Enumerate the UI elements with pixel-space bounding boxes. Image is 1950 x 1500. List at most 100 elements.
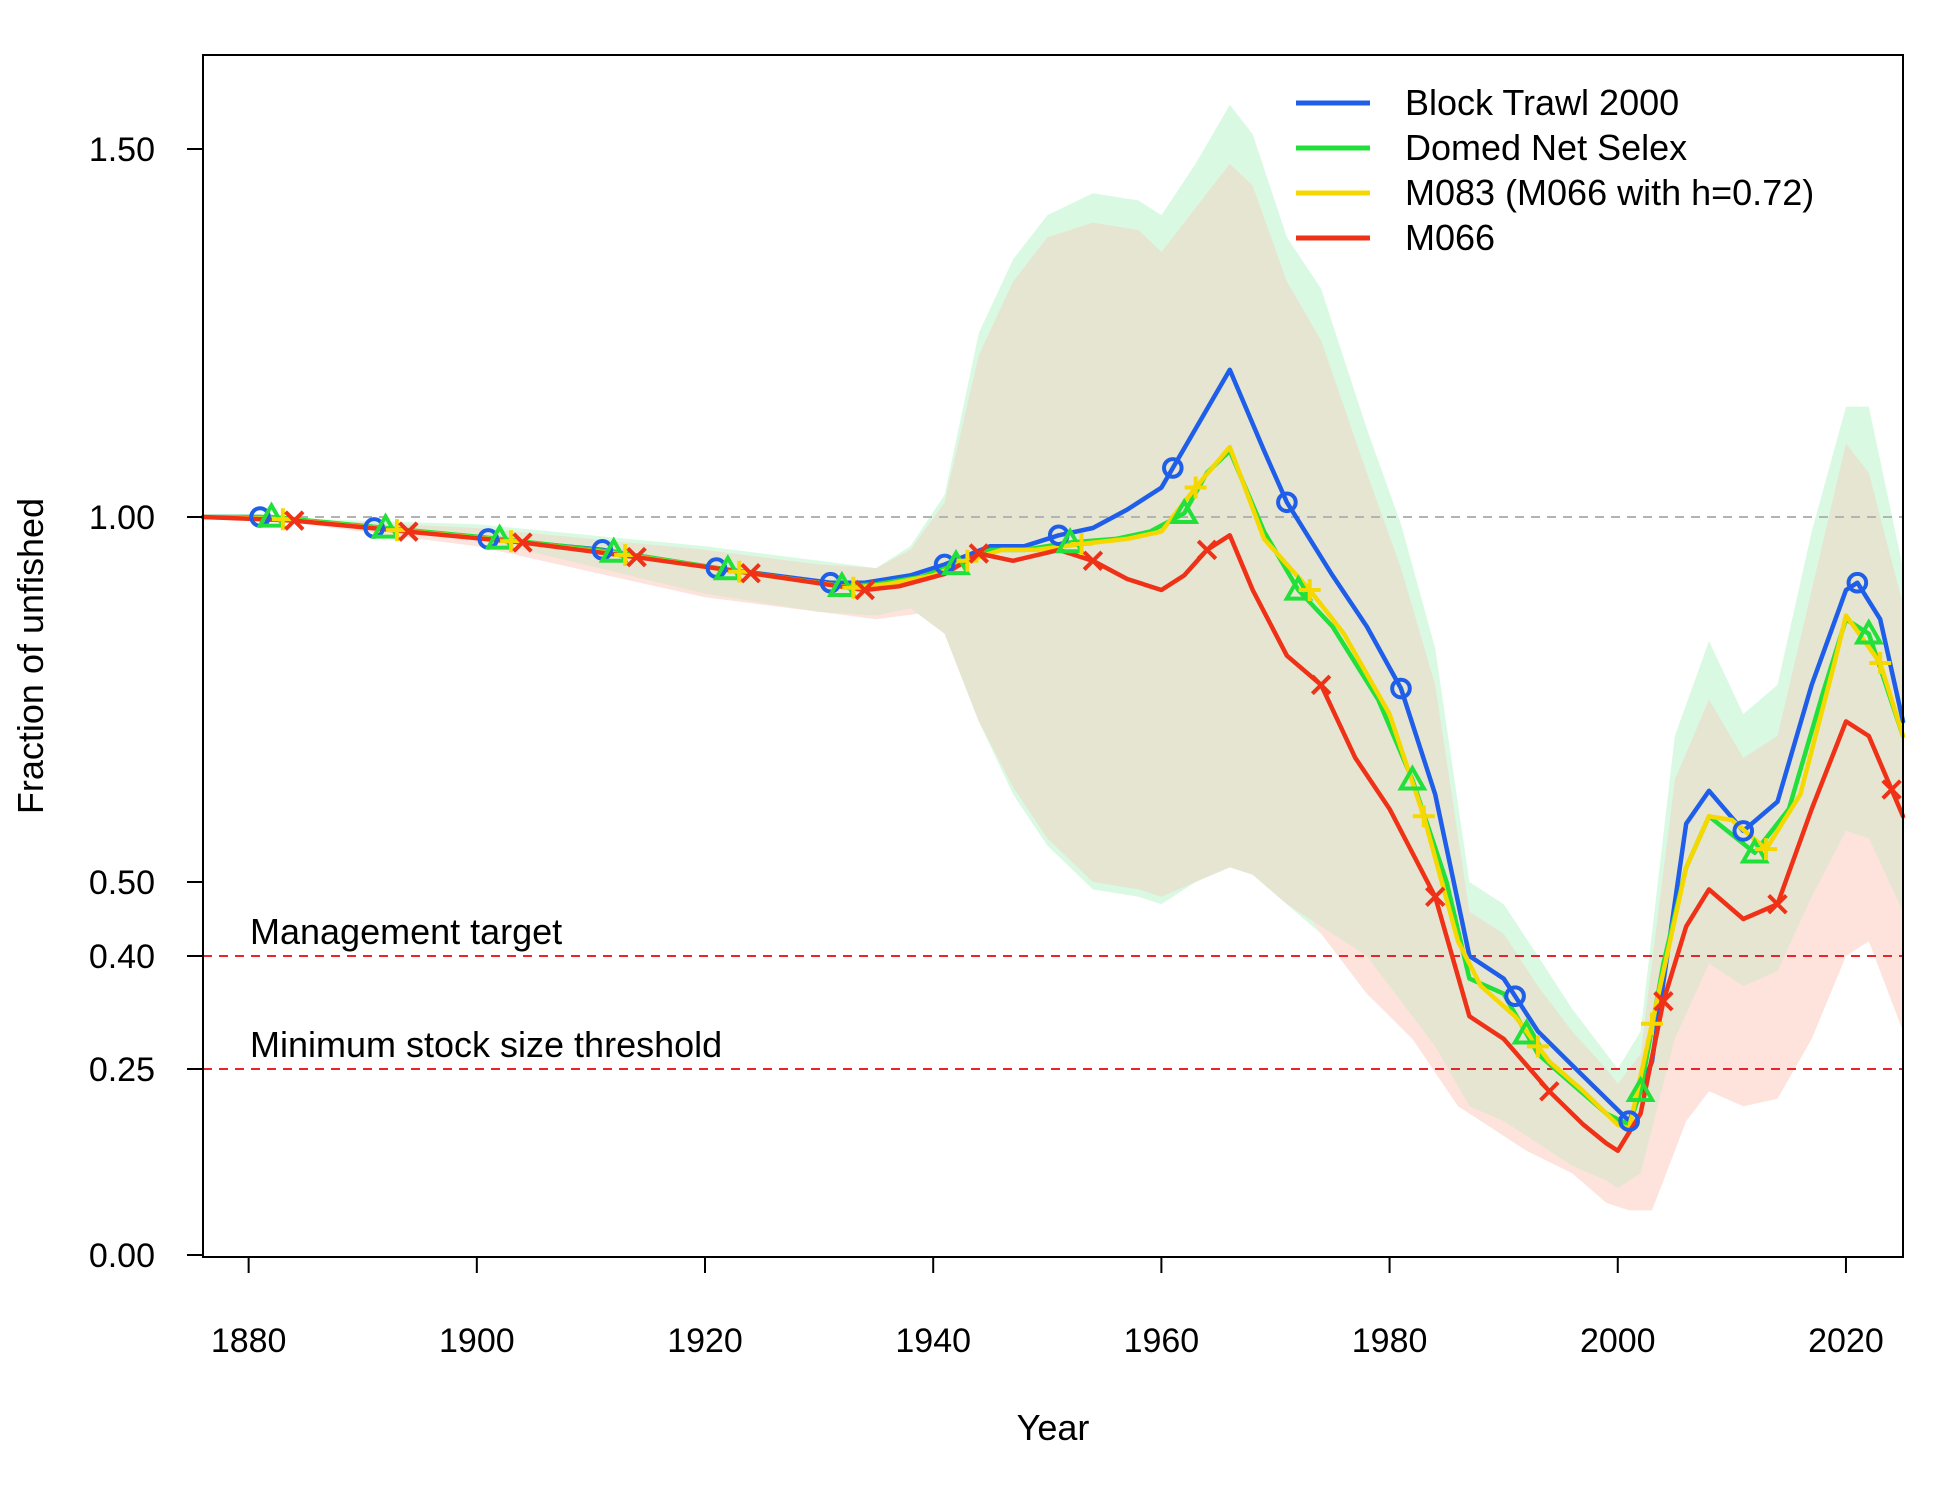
- x-tick-label-1900: 1900: [439, 1322, 515, 1360]
- m066-marker-1994: [1539, 1081, 1560, 1102]
- m083-m066-with-h-0-72-marker-2013-shape: [1755, 838, 1778, 861]
- y-axis-title: Fraction of unfished: [10, 498, 51, 814]
- block-trawl-2000-legend-label: Block Trawl 2000: [1405, 82, 1679, 123]
- block-trawl-2000-marker-1991: [1504, 985, 1526, 1007]
- x-axis-title: Year: [1017, 1407, 1090, 1448]
- m083-m066-with-h-0-72-marker-1993: [1526, 1035, 1549, 1058]
- m066-marker-2024-shape: [1881, 779, 1902, 800]
- m066-marker-1904-shape: [512, 532, 533, 553]
- m083-m066-with-h-0-72-marker-1973-shape: [1298, 579, 1321, 601]
- x-tick-label-2020: 2020: [1808, 1322, 1884, 1360]
- domed-net-selex-marker-1932: [826, 570, 857, 598]
- domed-net-selex-marker-2012: [1739, 837, 1770, 864]
- m083-m066-with-h-0-72-marker-2023-shape: [1869, 652, 1892, 674]
- m066-marker-1994-shape: [1539, 1081, 1560, 1102]
- m066-marker-1964-shape: [1196, 539, 1218, 561]
- domed-net-selex-marker-1942-shape: [941, 548, 972, 576]
- domed-net-selex-marker-1962-shape: [1169, 497, 1200, 524]
- domed-net-selex-marker-1912: [598, 536, 629, 563]
- x-tick-label-2000: 2000: [1580, 1322, 1656, 1360]
- domed-net-selex-marker-1892-shape: [370, 512, 401, 539]
- domed-net-selex-marker-1902: [484, 523, 515, 550]
- x-tick-label-1940: 1940: [895, 1322, 971, 1360]
- block-trawl-2000-marker-2011: [1732, 820, 1755, 842]
- domed-net-selex-marker-1982: [1397, 764, 1428, 791]
- block-trawl-2000-marker-1961: [1161, 457, 1184, 479]
- m066-legend-label: M066: [1405, 217, 1495, 258]
- m066-marker-2004: [1653, 990, 1674, 1012]
- x-tick-label-1980: 1980: [1352, 1322, 1428, 1360]
- domed-net-selex-marker-1892: [370, 512, 401, 539]
- m066-marker-1984: [1424, 886, 1446, 908]
- m083-m066-with-h-0-72-marker-1943: [956, 549, 979, 572]
- m066-marker-1954-shape: [1082, 550, 1104, 572]
- domed-net-selex-marker-1952-shape: [1055, 526, 1086, 554]
- domed-net-selex-legend-label: Domed Net Selex: [1405, 127, 1687, 168]
- block-trawl-2000-marker-1971-shape: [1276, 491, 1298, 514]
- domed-net-selex-marker-2012-shape: [1739, 837, 1770, 864]
- m066-line: [200, 514, 1906, 1154]
- m066-marker-2024: [1881, 779, 1902, 800]
- m066-marker-1924-shape: [740, 562, 761, 584]
- overlap-interval-band: [203, 163, 1903, 1189]
- series-markers: [249, 457, 1902, 1132]
- m083-m066-with-h-0-72-marker-1963-shape: [1184, 476, 1207, 499]
- domed-net-selex-marker-1982-shape: [1397, 764, 1428, 791]
- target-label: Management target: [250, 911, 562, 952]
- m066-marker-1904: [512, 532, 533, 553]
- y-tick-label-0.50: 0.50: [89, 864, 155, 902]
- block-trawl-2000-marker-2001-shape: [1618, 1110, 1640, 1132]
- m066-marker-1914-shape: [626, 546, 647, 568]
- domed-net-selex-marker-2022: [1853, 618, 1884, 645]
- m083-m066-with-h-0-72-marker-1983-shape: [1412, 805, 1435, 828]
- block-trawl-2000-marker-2011-shape: [1732, 820, 1755, 842]
- m083-m066-with-h-0-72-marker-2003: [1640, 1012, 1663, 1035]
- m083-m066-with-h-0-72-marker-1973: [1298, 579, 1321, 601]
- block-trawl-2000-marker-2001: [1618, 1110, 1640, 1132]
- m066-marker-1934-shape: [854, 579, 875, 601]
- m066-marker-1974-shape: [1310, 674, 1332, 696]
- block-trawl-2000-marker-1981-shape: [1390, 677, 1412, 700]
- m066-marker-1944-shape: [968, 543, 990, 564]
- domed-net-selex-marker-1932-shape: [826, 570, 857, 598]
- y-tick-label-0.00: 0.00: [89, 1237, 155, 1275]
- uncertainty-bands: [203, 104, 1903, 1211]
- reference-lines: Management target Minimum stock size thre…: [203, 516, 1903, 1070]
- domed-net-selex-marker-1942: [941, 548, 972, 576]
- domed-net-selex-marker-1902-shape: [484, 523, 515, 550]
- domed-net-selex-marker-1962: [1169, 497, 1200, 524]
- m066-marker-1954: [1082, 550, 1104, 572]
- y-axis: 0.00 0.25 0.40 0.50 1.00 1.50: [89, 131, 203, 1275]
- block-trawl-2000-marker-2021: [1846, 571, 1869, 594]
- m066-marker-1894: [398, 521, 419, 542]
- block-trawl-2000-marker-1971: [1276, 491, 1298, 514]
- domed-net-selex-marker-2002: [1625, 1075, 1656, 1102]
- domed-net-selex-marker-2022-shape: [1853, 618, 1884, 645]
- m066-marker-1944: [968, 543, 990, 564]
- m066-marker-1894-shape: [398, 521, 419, 542]
- m066-marker-2004-shape: [1653, 990, 1674, 1012]
- m066-marker-2014-shape: [1767, 893, 1788, 915]
- m066-marker-1964: [1196, 539, 1218, 561]
- domed-net-selex-marker-1952: [1055, 526, 1086, 554]
- y-tick-label-0.40: 0.40: [89, 938, 155, 976]
- m066-marker-1884: [284, 510, 305, 531]
- m083-m066-with-h-0-72-marker-1943-shape: [956, 549, 979, 572]
- m083-m066-with-h-0-72-marker-2003-shape: [1640, 1012, 1663, 1035]
- domed-net-selex-marker-2002-shape: [1625, 1075, 1656, 1102]
- block-trawl-2000-marker-1981: [1390, 677, 1412, 700]
- m083-m066-with-h-0-72-marker-2023: [1869, 652, 1892, 674]
- msst-label: Minimum stock size threshold: [250, 1024, 722, 1065]
- m066-marker-1924: [740, 562, 761, 584]
- m083-m066-with-h-0-72-marker-2013: [1755, 838, 1778, 861]
- m066-marker-1914: [626, 546, 647, 568]
- x-tick-label-1920: 1920: [667, 1322, 743, 1360]
- domed-net-selex-marker-1882-shape: [256, 501, 287, 528]
- y-tick-label-1.50: 1.50: [89, 131, 155, 169]
- m066-marker-2014: [1767, 893, 1788, 915]
- domed-net-selex-marker-1922-shape: [712, 553, 743, 581]
- m083-m066-with-h-0-72-marker-1953-shape: [1070, 533, 1093, 556]
- block-trawl-2000-marker-2021-shape: [1846, 571, 1869, 594]
